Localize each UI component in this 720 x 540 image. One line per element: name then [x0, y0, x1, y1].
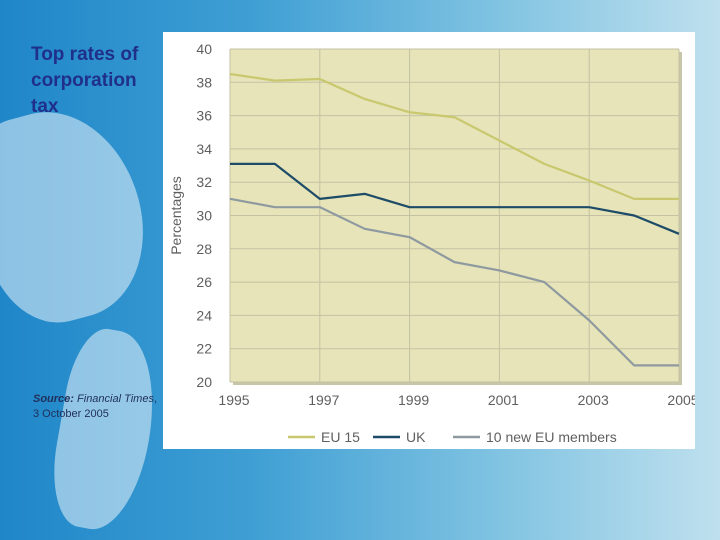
- y-tick-label: 38: [196, 74, 212, 90]
- slide-title: Top rates of corporation tax: [31, 44, 139, 117]
- source-note: Source: Financial Times, 3 October 2005: [33, 392, 158, 422]
- chart-panel: 40 38 36 34 32 30 28 26 24 22 20 1995 1997 1999 2001 20…: [163, 32, 695, 449]
- y-tick-label: 24: [196, 307, 212, 323]
- line-chart: 40 38 36 34 32 30 28 26 24 22 20 1995 1997 1999 2001 20…: [168, 41, 695, 445]
- y-axis-label: Percentages: [168, 176, 184, 255]
- x-tick-label: 2005: [667, 392, 695, 408]
- map-continent-north-america: [0, 92, 165, 338]
- series-line: [229, 197, 679, 367]
- y-tick-label: 30: [196, 208, 212, 224]
- x-tick-label: 1997: [308, 392, 339, 408]
- source-publication: Financial Times: [77, 393, 154, 405]
- series-line: [229, 72, 679, 200]
- y-tick-label: 34: [196, 141, 212, 157]
- source-label: Source:: [33, 393, 74, 405]
- x-tick-label: 2003: [578, 392, 609, 408]
- x-tick-label: 1999: [398, 392, 429, 408]
- y-tick-label: 32: [196, 174, 212, 190]
- y-tick-label: 28: [196, 241, 212, 257]
- map-continent-south: [43, 323, 167, 537]
- y-tick-label: 20: [196, 374, 212, 390]
- y-tick-label: 26: [196, 274, 212, 290]
- legend-label: EU 15: [321, 429, 360, 445]
- x-tick-label: 2001: [488, 392, 519, 408]
- y-tick-label: 36: [196, 108, 212, 124]
- series-line: [230, 162, 680, 235]
- source-details: , 3 October 2005: [33, 393, 158, 420]
- x-tick-label: 1995: [218, 392, 249, 408]
- legend-label: UK: [406, 429, 426, 445]
- y-tick-label: 40: [196, 41, 212, 57]
- y-tick-label: 22: [196, 341, 212, 357]
- legend-label: 10 new EU members: [486, 429, 617, 445]
